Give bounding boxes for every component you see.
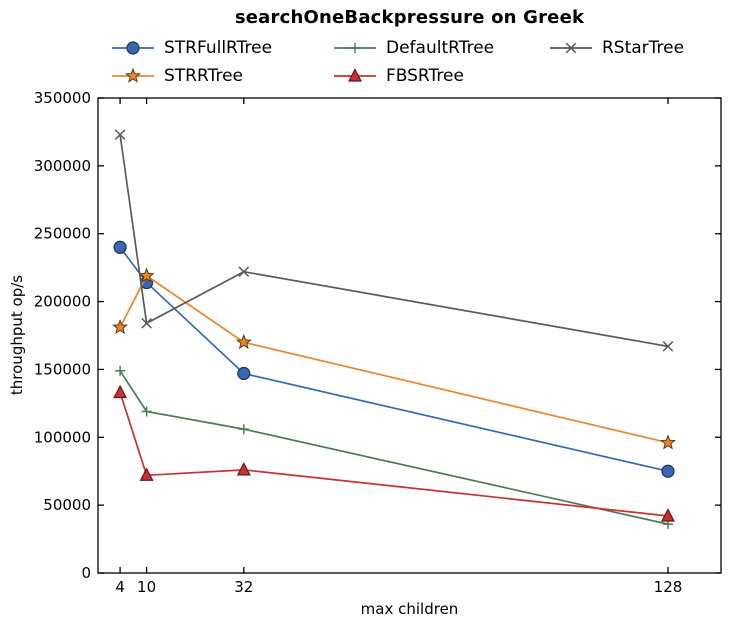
legend-marker-x-icon [550, 42, 592, 54]
marker-x [141, 317, 152, 329]
marker-star [659, 434, 676, 450]
series-FBSRTree [113, 384, 675, 522]
x-tick-label: 10 [137, 578, 156, 596]
series-line-DefaultRTree [119, 370, 669, 525]
legend: STRFullRTree DefaultRTree RStarTree STRRTre… [111, 36, 684, 88]
legend-item-STRFullRTree: STRFullRTree [111, 36, 333, 60]
y-tick-label: 100000 [34, 428, 91, 446]
marker-star [138, 267, 155, 283]
plot-frame [97, 97, 722, 574]
marker-star [235, 333, 252, 350]
legend-marker-triangle-icon [334, 68, 376, 82]
marker-circle [126, 41, 140, 55]
legend-label: RStarTree [602, 38, 685, 58]
series-line-STRRTree [119, 274, 669, 444]
legend-marker-star-icon [112, 67, 154, 83]
x-axis-title: max children [360, 600, 459, 618]
series-line-STRFullRTree [119, 246, 669, 473]
y-axis-title: throughput op/s [8, 274, 26, 396]
legend-item-FBSRTree: FBSRTree [333, 64, 549, 88]
marker-x [662, 341, 674, 352]
y-tick-label: 300000 [34, 157, 91, 175]
marker-x [114, 129, 126, 140]
legend-label: DefaultRTree [386, 38, 495, 58]
y-tick-label: 150000 [34, 360, 91, 378]
marker-star [125, 67, 141, 83]
marker-star [112, 318, 129, 335]
x-tick-label: 4 [115, 578, 125, 596]
y-tick-label: 200000 [34, 293, 91, 311]
y-tick-label: 350000 [34, 89, 91, 107]
x-tick-label: 128 [654, 578, 683, 596]
y-tick-label: 50000 [43, 496, 91, 514]
marker-circle [661, 464, 675, 478]
marker-circle [237, 366, 251, 381]
marker-circle [113, 240, 127, 254]
legend-label: FBSRTree [386, 66, 464, 86]
legend-item-DefaultRTree: DefaultRTree [333, 36, 549, 60]
x-tick-label: 32 [234, 578, 253, 596]
marker-triangle [236, 462, 251, 476]
legend-label: STRFullRTree [164, 38, 273, 58]
marker-triangle [660, 508, 675, 522]
legend-marker-circle-icon [112, 41, 154, 55]
series-STRFullRTree [113, 240, 675, 478]
legend-marker-plus-icon [334, 43, 376, 53]
legend-item-RStarTree: RStarTree [549, 36, 684, 60]
y-tick-label: 250000 [34, 225, 91, 243]
y-tick-label: 0 [81, 564, 91, 582]
marker-triangle [348, 68, 362, 82]
legend-item-STRRTree: STRRTree [111, 64, 333, 88]
marker-triangle [113, 384, 128, 399]
series-RStarTree [114, 129, 674, 352]
marker-x [565, 42, 577, 54]
marker-x [238, 266, 250, 278]
marker-triangle [139, 467, 154, 481]
series-line-FBSRTree [119, 392, 669, 517]
legend-label: STRRTree [164, 66, 243, 86]
series-STRRTree [112, 267, 676, 450]
series-line-RStarTree [119, 134, 669, 348]
chart-title: searchOneBackpressure on Greek [234, 7, 585, 28]
series-DefaultRTree [115, 365, 673, 530]
